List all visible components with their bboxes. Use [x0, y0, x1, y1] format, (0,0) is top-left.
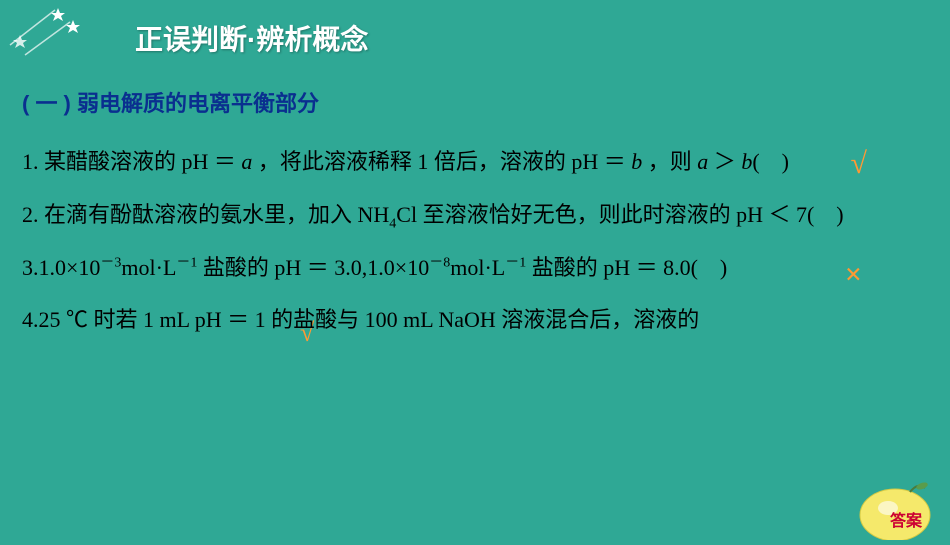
item1-t2: ，将此溶液稀释 1 倍后，溶液的 pH ＝	[252, 149, 631, 174]
item-2: × 2. 在滴有酚酞溶液的氨水里，加入 NH4Cl 至溶液恰好无色，则此时溶液的…	[22, 189, 922, 242]
item4-num: 4.	[22, 307, 39, 332]
item1-var-b2: b	[741, 149, 752, 174]
stars-svg	[0, 0, 120, 60]
answer-button[interactable]: 答案	[890, 507, 922, 531]
item1-num: 1.	[22, 149, 39, 174]
item3-t4: mol·L	[450, 255, 505, 280]
item3-num: 3.	[22, 255, 39, 280]
item1-var-a2: a	[697, 149, 708, 174]
item1-t3: ，则	[642, 149, 697, 174]
item1-t5: ( )	[752, 149, 789, 174]
item3-sup1: －3	[100, 255, 121, 270]
item2-num: 2.	[22, 202, 39, 227]
item1-var-b: b	[631, 149, 642, 174]
subtitle-prefix: ( 一 )	[22, 91, 77, 116]
item-3: √ 3.1.0×10－3mol·L－1 盐酸的 pH ＝ 3.0,1.0×10－…	[22, 242, 922, 295]
section-subtitle: ( 一 ) 弱电解质的电离平衡部分	[0, 58, 950, 118]
subtitle-text: 弱电解质的电离平衡部分	[77, 91, 319, 116]
item-4: 4.25 ℃ 时若 1 mL pH ＝ 1 的盐酸与 100 mL NaOH 溶…	[22, 294, 922, 347]
item3-t1: 1.0×10	[39, 255, 101, 280]
item4-t1: 25 ℃ 时若 1 mL pH ＝ 1 的盐酸与 100 mL NaOH 溶液混…	[39, 307, 700, 332]
item2-t1: 在滴有酚酞溶液的氨水里，加入 NH	[39, 202, 390, 227]
item3-t2: mol·L	[121, 255, 176, 280]
item2-t2: Cl 至溶液恰好无色，则此时溶液的 pH ＜ 7( )	[396, 202, 843, 227]
star-decoration	[0, 0, 120, 60]
item3-t5: 盐酸的 pH ＝ 8.0( )	[526, 255, 727, 280]
item3-t3: 盐酸的 pH ＝ 3.0,1.0×10	[197, 255, 429, 280]
page-title: 正误判断·辨析概念	[0, 0, 950, 58]
item1-var-a: a	[241, 149, 252, 174]
body-content: √ 1. 某醋酸溶液的 pH ＝ a ，将此溶液稀释 1 倍后，溶液的 pH ＝…	[0, 118, 950, 347]
item1-t4: ＞	[708, 149, 741, 174]
item-1: √ 1. 某醋酸溶液的 pH ＝ a ，将此溶液稀释 1 倍后，溶液的 pH ＝…	[22, 136, 922, 189]
item3-sup3: －8	[429, 255, 450, 270]
item1-t1: 某醋酸溶液的 pH ＝	[39, 149, 242, 174]
item3-sup4: －1	[505, 255, 526, 270]
item3-sup2: －1	[176, 255, 197, 270]
